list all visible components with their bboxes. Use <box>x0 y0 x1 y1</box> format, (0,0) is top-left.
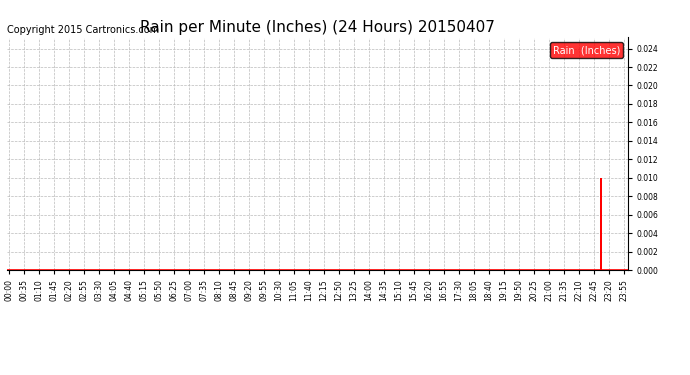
Title: Rain per Minute (Inches) (24 Hours) 20150407: Rain per Minute (Inches) (24 Hours) 2015… <box>140 20 495 35</box>
Text: Copyright 2015 Cartronics.com: Copyright 2015 Cartronics.com <box>7 25 159 35</box>
Legend: Rain  (Inches): Rain (Inches) <box>550 42 623 58</box>
